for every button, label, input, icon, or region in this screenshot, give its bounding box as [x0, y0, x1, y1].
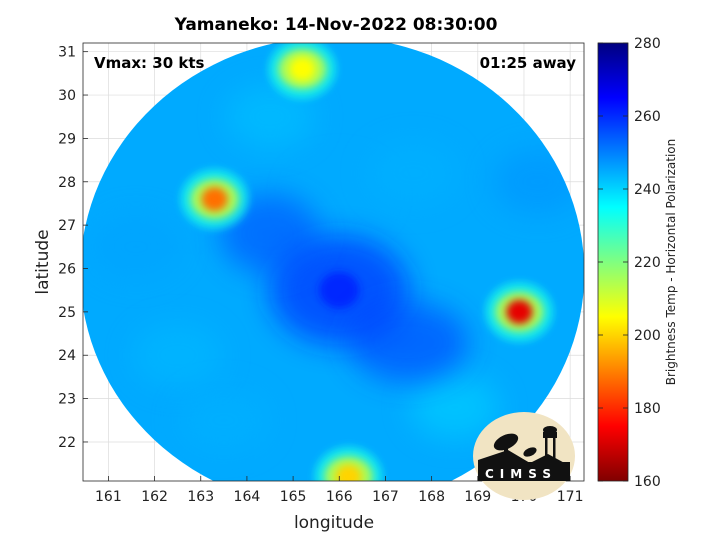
y-axis-ticks: 22 23 24 25 26 27 28 29 30 31 — [58, 45, 88, 451]
colorbar-label: Brightness Temp - Horizontal Polarizatio… — [664, 139, 678, 386]
colorbar-tick-label: 240 — [634, 182, 661, 198]
colorbar-tick-label: 180 — [634, 401, 661, 417]
x-tick-label: 162 — [141, 489, 168, 505]
y-axis-label: latitude — [33, 229, 53, 294]
vmax-annotation: Vmax: 30 kts — [94, 54, 204, 72]
swath-texture — [348, 302, 469, 383]
x-tick-label: 161 — [95, 489, 122, 505]
time-away-annotation: 01:25 away — [480, 54, 577, 72]
cimss-logo-text: CIMSS — [485, 467, 557, 481]
colorbar: 160 180 200 220 240 260 280 Brightness Temp - … — [597, 36, 678, 490]
feature-core — [335, 464, 362, 481]
y-tick-label: 24 — [58, 348, 76, 364]
y-tick-label: 23 — [58, 392, 76, 408]
colorbar-tick-label: 160 — [634, 474, 661, 490]
swath-texture — [91, 214, 182, 279]
x-tick-label: 164 — [234, 489, 261, 505]
y-tick-label: 28 — [58, 175, 76, 191]
feature-core — [506, 299, 533, 324]
y-tick-label: 31 — [58, 45, 76, 61]
swath-texture — [294, 162, 385, 227]
x-tick-label: 167 — [372, 489, 399, 505]
y-tick-label: 27 — [58, 218, 76, 234]
swath-texture — [368, 141, 459, 206]
y-tick-label: 26 — [58, 262, 76, 278]
feature-core — [289, 57, 316, 82]
colorbar-tick-label: 200 — [634, 328, 661, 344]
y-tick-label: 30 — [58, 88, 76, 104]
x-axis-label: longitude — [294, 513, 374, 533]
swath-texture — [132, 323, 223, 388]
swath-texture — [220, 193, 321, 274]
x-tick-label: 163 — [187, 489, 214, 505]
chart-title: Yamaneko: 14-Nov-2022 08:30:00 — [174, 15, 498, 35]
y-tick-label: 22 — [58, 435, 76, 451]
x-tick-label: 168 — [418, 489, 445, 505]
colorbar-tick-label: 280 — [634, 36, 661, 52]
y-tick-label: 25 — [58, 305, 76, 321]
colorbar-tick-label: 260 — [634, 109, 661, 125]
swath-texture — [409, 375, 500, 440]
x-tick-label: 166 — [326, 489, 353, 505]
cimss-logo: CIMSS — [473, 412, 575, 500]
feature-core — [319, 272, 360, 309]
plot-area: 161162163164165166167168169170171 222324… — [58, 42, 585, 505]
swath-texture — [225, 84, 316, 149]
x-tick-label: 165 — [280, 489, 307, 505]
x-tick-label: 171 — [557, 489, 584, 505]
swath-texture — [178, 388, 269, 453]
feature-core — [201, 187, 228, 212]
colorbar-ticks: 160 180 200 220 240 260 280 — [598, 36, 661, 490]
x-tick-label: 169 — [464, 489, 491, 505]
colorbar-tick-label: 220 — [634, 255, 661, 271]
y-tick-label: 29 — [58, 131, 76, 147]
